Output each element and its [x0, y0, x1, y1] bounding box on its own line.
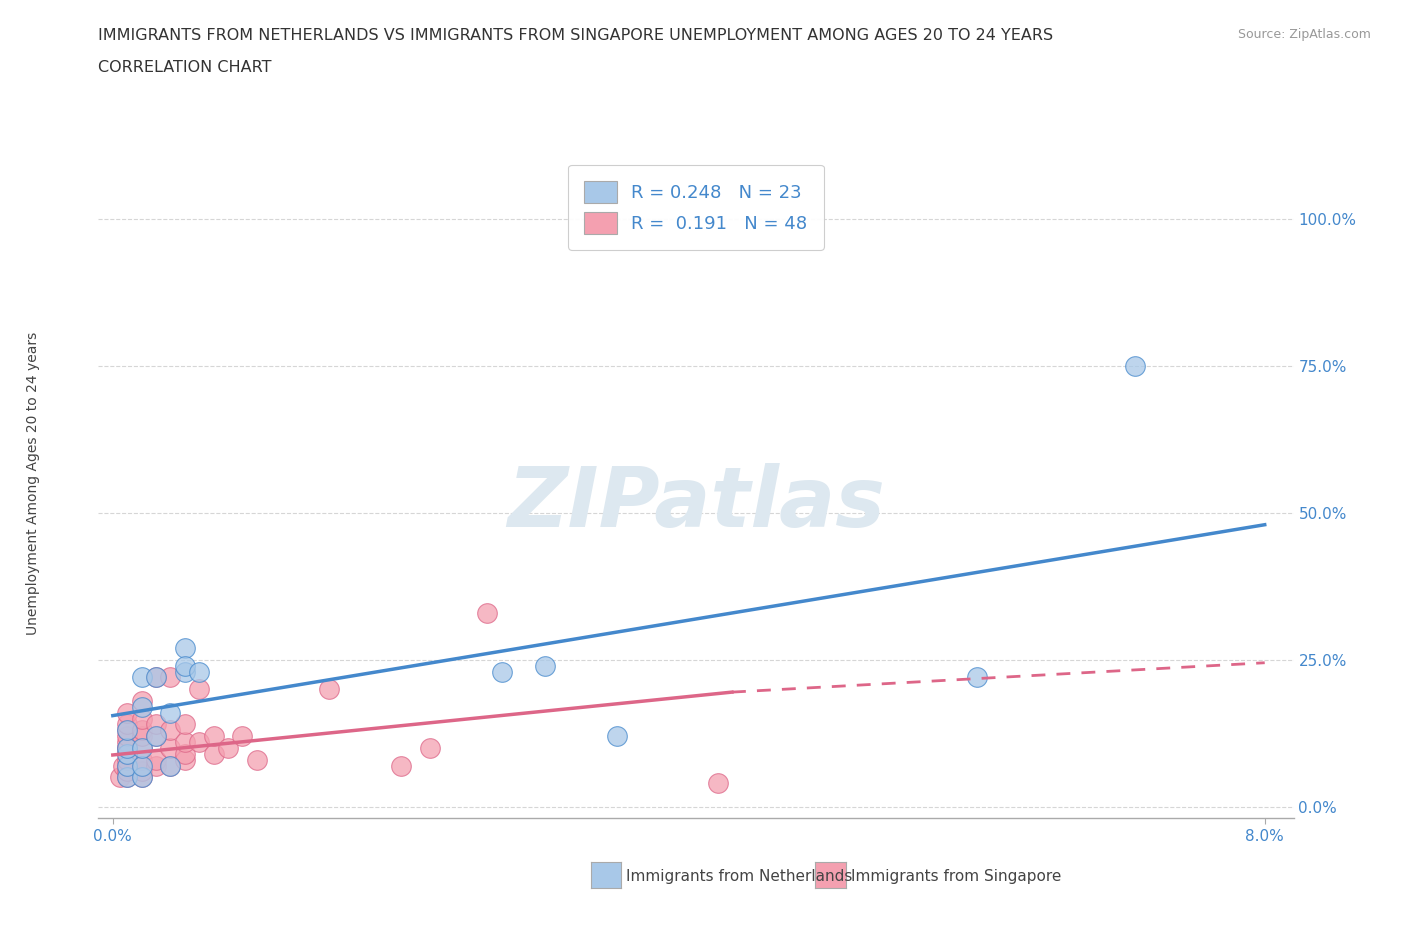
Point [131, 752, 153, 767]
Point [159, 740, 181, 755]
Point [115, 758, 138, 773]
Point [188, 735, 211, 750]
Point [115, 758, 138, 773]
Point [202, 747, 225, 762]
Point [173, 747, 195, 762]
Point [131, 770, 153, 785]
Point [173, 735, 195, 750]
Point [188, 682, 211, 697]
Point [115, 747, 138, 762]
Point [145, 670, 167, 684]
Point [173, 752, 195, 767]
Point [606, 729, 628, 744]
Point [131, 758, 153, 773]
Point [419, 740, 441, 755]
Point [318, 682, 340, 697]
Point [115, 740, 138, 755]
Point [131, 764, 153, 778]
Point [115, 770, 138, 785]
Point [145, 729, 167, 744]
Point [115, 752, 138, 767]
Point [145, 717, 167, 732]
Point [188, 664, 211, 679]
Point [115, 729, 138, 744]
Point [706, 776, 728, 790]
Point [131, 758, 153, 773]
Point [202, 729, 225, 744]
Point [159, 705, 181, 720]
Point [217, 740, 239, 755]
Point [131, 740, 153, 755]
Point [145, 729, 167, 744]
Point [131, 699, 153, 714]
Point [173, 658, 195, 673]
Point [115, 723, 138, 737]
Point [491, 664, 513, 679]
Point [533, 658, 555, 673]
Point [115, 723, 138, 737]
Text: CORRELATION CHART: CORRELATION CHART [98, 60, 271, 75]
Point [145, 752, 167, 767]
Point [173, 641, 195, 656]
Point [145, 670, 167, 684]
Text: Immigrants from Singapore: Immigrants from Singapore [851, 869, 1062, 883]
Point [477, 605, 499, 620]
Point [131, 711, 153, 726]
Point [115, 764, 138, 778]
Point [115, 735, 138, 750]
Point [159, 670, 181, 684]
Point [115, 717, 138, 732]
Point [131, 770, 153, 785]
Point [131, 729, 153, 744]
Point [131, 723, 153, 737]
Point [115, 770, 138, 785]
Point [246, 752, 269, 767]
Point [115, 705, 138, 720]
Text: Source: ZipAtlas.com: Source: ZipAtlas.com [1237, 28, 1371, 41]
Text: Immigrants from Netherlands: Immigrants from Netherlands [626, 869, 852, 883]
Point [131, 740, 153, 755]
Point [131, 670, 153, 684]
Text: IMMIGRANTS FROM NETHERLANDS VS IMMIGRANTS FROM SINGAPORE UNEMPLOYMENT AMONG AGES: IMMIGRANTS FROM NETHERLANDS VS IMMIGRANT… [98, 28, 1053, 43]
Point [231, 729, 253, 744]
Point [173, 664, 195, 679]
Point [108, 770, 131, 785]
Legend: R = 0.248   N = 23, R =  0.191   N = 48: R = 0.248 N = 23, R = 0.191 N = 48 [568, 165, 824, 250]
Point [115, 740, 138, 755]
Point [966, 670, 988, 684]
Point [389, 758, 412, 773]
Point [131, 694, 153, 709]
Text: Unemployment Among Ages 20 to 24 years: Unemployment Among Ages 20 to 24 years [25, 332, 39, 635]
Point [1123, 359, 1146, 374]
Point [111, 758, 134, 773]
Point [159, 723, 181, 737]
Point [173, 717, 195, 732]
Point [159, 758, 181, 773]
Point [145, 758, 167, 773]
Point [159, 758, 181, 773]
Point [115, 747, 138, 762]
Text: ZIPatlas: ZIPatlas [508, 463, 884, 544]
Point [115, 740, 138, 755]
